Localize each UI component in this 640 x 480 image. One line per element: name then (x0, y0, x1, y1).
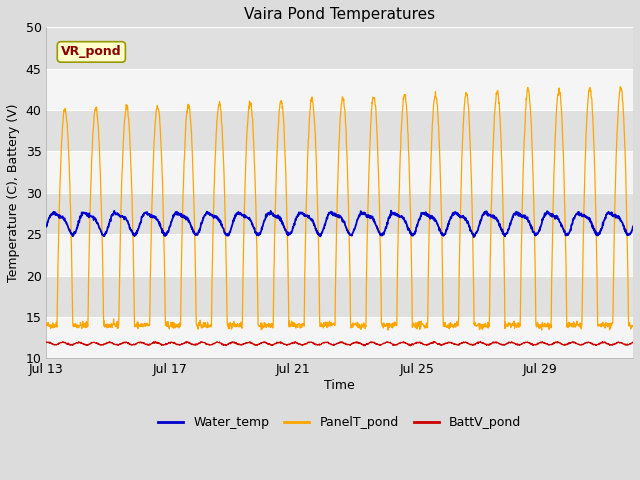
Bar (46, 234, 633, 276)
Text: VR_pond: VR_pond (61, 46, 122, 59)
Y-axis label: Temperature (C), Battery (V): Temperature (C), Battery (V) (7, 104, 20, 282)
Bar (46, 317, 633, 359)
Title: Vaira Pond Temperatures: Vaira Pond Temperatures (244, 7, 435, 22)
Bar (46, 152, 633, 193)
Bar (46, 69, 633, 110)
Bar (46, 193, 633, 234)
Bar (46, 27, 633, 69)
X-axis label: Time: Time (324, 379, 355, 392)
Legend: Water_temp, PanelT_pond, BattV_pond: Water_temp, PanelT_pond, BattV_pond (154, 411, 526, 434)
Bar (46, 110, 633, 152)
Bar (46, 276, 633, 317)
